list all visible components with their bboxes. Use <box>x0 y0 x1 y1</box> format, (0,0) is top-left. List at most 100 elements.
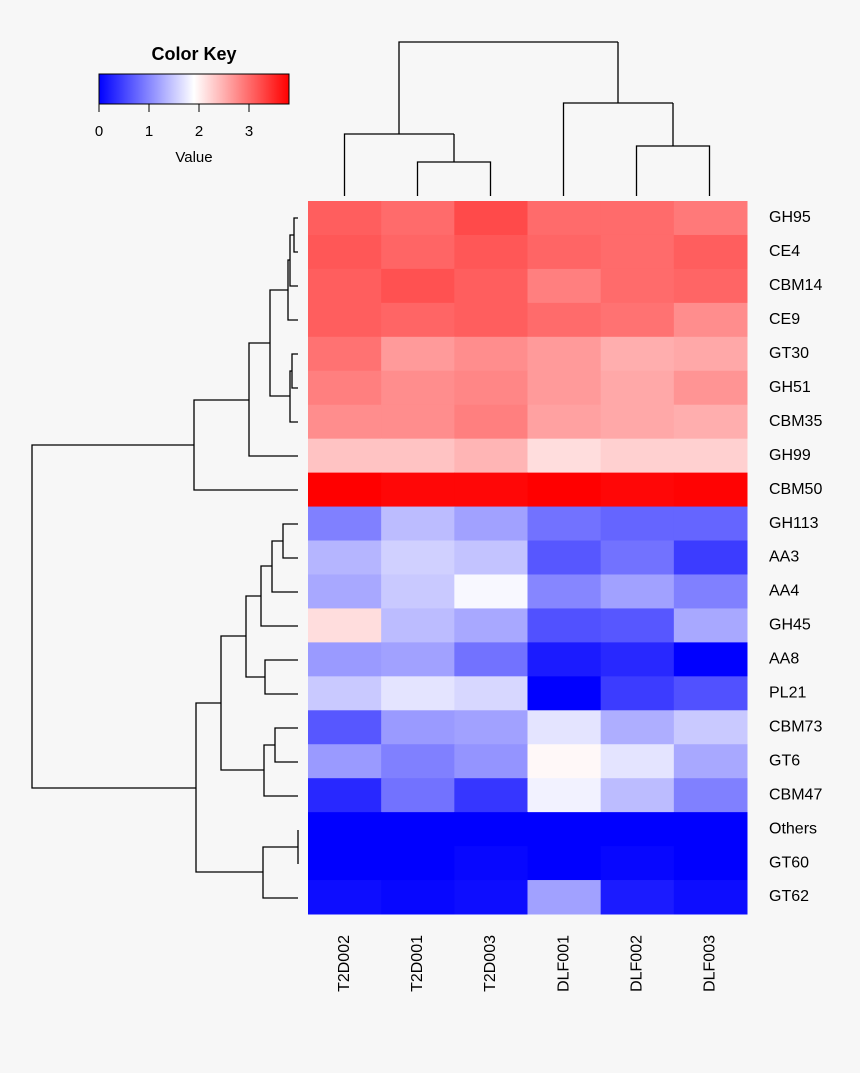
heat-cell <box>308 812 382 847</box>
heat-cell <box>454 201 528 236</box>
heat-cell <box>600 846 675 881</box>
heat-cell <box>381 268 455 304</box>
heat-cell <box>600 710 675 745</box>
row-label: CBM35 <box>769 413 822 430</box>
column-label: DLF001 <box>555 935 572 992</box>
heat-cell <box>454 778 528 813</box>
heat-cell <box>308 268 382 304</box>
heat-cell <box>308 778 382 813</box>
heat-cell <box>527 642 602 677</box>
heat-cell <box>527 404 602 440</box>
heat-cell <box>600 642 675 677</box>
heat-cell <box>381 506 455 542</box>
heat-cell <box>600 404 675 440</box>
heat-cell <box>381 404 455 440</box>
row-label: GT60 <box>769 854 809 871</box>
color-key: 0 1 2 3 <box>95 73 290 140</box>
row-label: CE4 <box>769 243 800 260</box>
heat-cell <box>673 880 748 915</box>
heat-cell <box>308 404 382 440</box>
heat-cell <box>673 268 748 304</box>
heat-cell <box>308 438 382 474</box>
row-label: Others <box>769 820 817 837</box>
heat-cell <box>454 404 528 440</box>
heat-cell <box>600 608 675 643</box>
heat-cell <box>673 438 748 474</box>
heat-cell <box>381 302 455 338</box>
heat-cell <box>527 540 602 575</box>
heat-cell <box>600 472 675 508</box>
heat-cell <box>381 744 455 779</box>
heat-cell <box>600 370 675 406</box>
heat-cell <box>600 268 675 304</box>
heat-cell <box>673 676 748 711</box>
heat-cell <box>308 710 382 745</box>
heat-cell <box>527 234 602 270</box>
heat-cell <box>527 268 602 304</box>
row-label: GT6 <box>769 752 800 769</box>
heat-cell <box>308 201 382 236</box>
row-label: CBM73 <box>769 718 822 735</box>
heat-cell <box>673 710 748 745</box>
heat-cell <box>381 880 455 915</box>
key-tick-label: 1 <box>145 123 153 140</box>
column-label: T2D001 <box>409 935 426 992</box>
heat-cell <box>673 336 748 372</box>
heat-cell <box>673 846 748 881</box>
heat-cell <box>381 540 455 575</box>
row-label: GH51 <box>769 379 811 396</box>
heat-cell <box>381 642 455 677</box>
heat-cell <box>381 812 455 847</box>
heat-cell <box>600 336 675 372</box>
heat-cell <box>527 744 602 779</box>
heat-cell <box>600 778 675 813</box>
heatmap: GH95 CE4 CBM14 CE9 GT30 GH51 CBM35 GH99 CBM50 GH1… <box>308 201 822 992</box>
heat-cell <box>454 438 528 474</box>
row-label: GH99 <box>769 447 811 464</box>
heat-cell <box>454 812 528 847</box>
heat-cell <box>381 846 455 881</box>
heat-cell <box>527 302 602 338</box>
heat-cell <box>600 201 675 236</box>
heat-cell <box>308 574 382 609</box>
heat-cell <box>454 234 528 270</box>
heat-cell <box>308 336 382 372</box>
heat-cell <box>673 608 748 643</box>
heat-cell <box>673 472 748 508</box>
heat-cell <box>600 812 675 847</box>
row-label: GH45 <box>769 617 811 634</box>
heat-cell <box>600 506 675 542</box>
heat-cell <box>454 302 528 338</box>
heat-cell <box>308 540 382 575</box>
heat-cell <box>673 302 748 338</box>
column-dendrogram <box>343 41 711 196</box>
row-label: CBM47 <box>769 786 822 803</box>
key-title: Color Key <box>151 44 236 64</box>
heat-cell <box>454 268 528 304</box>
heat-cell <box>600 676 675 711</box>
heat-cell <box>527 880 602 915</box>
heat-cell <box>600 744 675 779</box>
heat-cell <box>454 642 528 677</box>
heat-cell <box>527 506 602 542</box>
heat-cell <box>673 574 748 609</box>
heat-cell <box>381 676 455 711</box>
heat-cell <box>600 302 675 338</box>
row-label: GH95 <box>769 209 811 226</box>
heat-cell <box>308 880 382 915</box>
heat-cell <box>600 540 675 575</box>
heat-cell <box>454 880 528 915</box>
heat-cell <box>600 234 675 270</box>
key-tick-label: 3 <box>245 123 253 140</box>
row-label: AA8 <box>769 651 799 668</box>
heat-cell <box>308 472 382 508</box>
heat-cell <box>381 574 455 609</box>
row-label: CBM14 <box>769 277 822 294</box>
heat-cell <box>308 506 382 542</box>
heat-cell <box>308 744 382 779</box>
heat-cell <box>308 234 382 270</box>
row-label: AA4 <box>769 583 799 600</box>
key-tick-label: 2 <box>195 123 203 140</box>
heat-cell <box>454 608 528 643</box>
